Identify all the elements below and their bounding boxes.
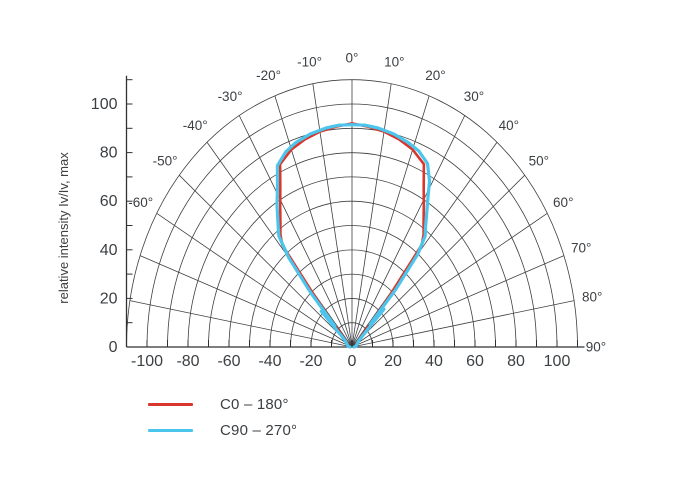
- legend-item-c0: C0 – 180°: [148, 396, 297, 413]
- x-tick-label: -60: [217, 353, 240, 370]
- x-tick-label: 20: [384, 353, 402, 370]
- x-tick-label: 80: [507, 353, 525, 370]
- angle-label: -20°: [256, 68, 281, 83]
- x-tick-label: 100: [544, 353, 571, 370]
- angle-label: 0°: [346, 50, 359, 65]
- x-tick-label: 60: [466, 353, 484, 370]
- grid-radial-line: [206, 142, 353, 348]
- x-tick-label: 0: [348, 353, 357, 370]
- angle-label: 30°: [464, 89, 484, 104]
- legend-label-c0: C0 – 180°: [220, 396, 289, 413]
- grid-radial-line: [351, 213, 548, 348]
- tick-labels: -100 -80 -60 -40 -20 0 20 40 60 80 100 0 20 40 60 80 100: [91, 96, 571, 370]
- legend: C0 – 180° C90 – 270°: [148, 396, 297, 439]
- x-tick-label: -80: [176, 353, 199, 370]
- y-tick-label: 80: [100, 145, 118, 162]
- grid-radial-line: [351, 255, 565, 348]
- curves: [275, 122, 432, 349]
- angle-label: -40°: [183, 118, 208, 133]
- legend-swatch-c90: [148, 429, 193, 432]
- grid-radial-line: [351, 115, 466, 348]
- x-tick-label: 40: [425, 353, 443, 370]
- angle-label: 10°: [384, 55, 404, 70]
- legend-swatch-c0: [148, 403, 193, 406]
- angle-label: 40°: [499, 118, 519, 133]
- grid-radial-line: [351, 174, 526, 348]
- axes: [125, 75, 585, 348]
- y-tick-label: 100: [91, 96, 118, 113]
- angle-label: -30°: [218, 89, 243, 104]
- y-tick-label: 40: [100, 242, 118, 259]
- angle-label: 80°: [582, 289, 602, 304]
- grid-radial-line: [156, 213, 353, 348]
- angle-label: 70°: [571, 241, 591, 256]
- angle-label: 60°: [553, 195, 573, 210]
- legend-label-c90: C90 – 270°: [220, 422, 298, 439]
- curve-c90-270: [275, 123, 432, 349]
- grid-radial-line: [351, 83, 392, 348]
- grid-radial-line: [351, 142, 498, 348]
- grid-radial-line: [238, 115, 353, 348]
- grid-radial-line: [312, 83, 353, 348]
- grid-radial-line: [129, 300, 353, 348]
- y-axis-title: relative intensity Iv/Iv, max: [56, 152, 71, 304]
- x-tick-label: -100: [131, 353, 163, 370]
- y-tick-label: 0: [109, 339, 118, 356]
- x-tick-label: -40: [258, 353, 281, 370]
- y-tick-label: 60: [100, 193, 118, 210]
- angle-label: -10°: [297, 55, 322, 70]
- angle-label: 20°: [425, 68, 445, 83]
- angle-label: -60°: [128, 195, 153, 210]
- legend-item-c90: C90 – 270°: [148, 422, 297, 439]
- angle-label: 50°: [529, 154, 549, 169]
- angle-label: -50°: [153, 154, 178, 169]
- grid-radial-line: [139, 255, 353, 348]
- angle-label: 90°: [586, 340, 606, 355]
- angle-labels: -60° -50° -40° -30° -20° -10° 0° 10° 20° 30° 40° 50…: [128, 50, 606, 354]
- grid-radial-line: [351, 300, 575, 348]
- x-tick-label: -20: [299, 353, 322, 370]
- y-tick-label: 20: [100, 290, 118, 307]
- grid-radial-line: [178, 174, 353, 348]
- grid-radial-line: [351, 95, 430, 348]
- grid-radial-line: [274, 95, 353, 348]
